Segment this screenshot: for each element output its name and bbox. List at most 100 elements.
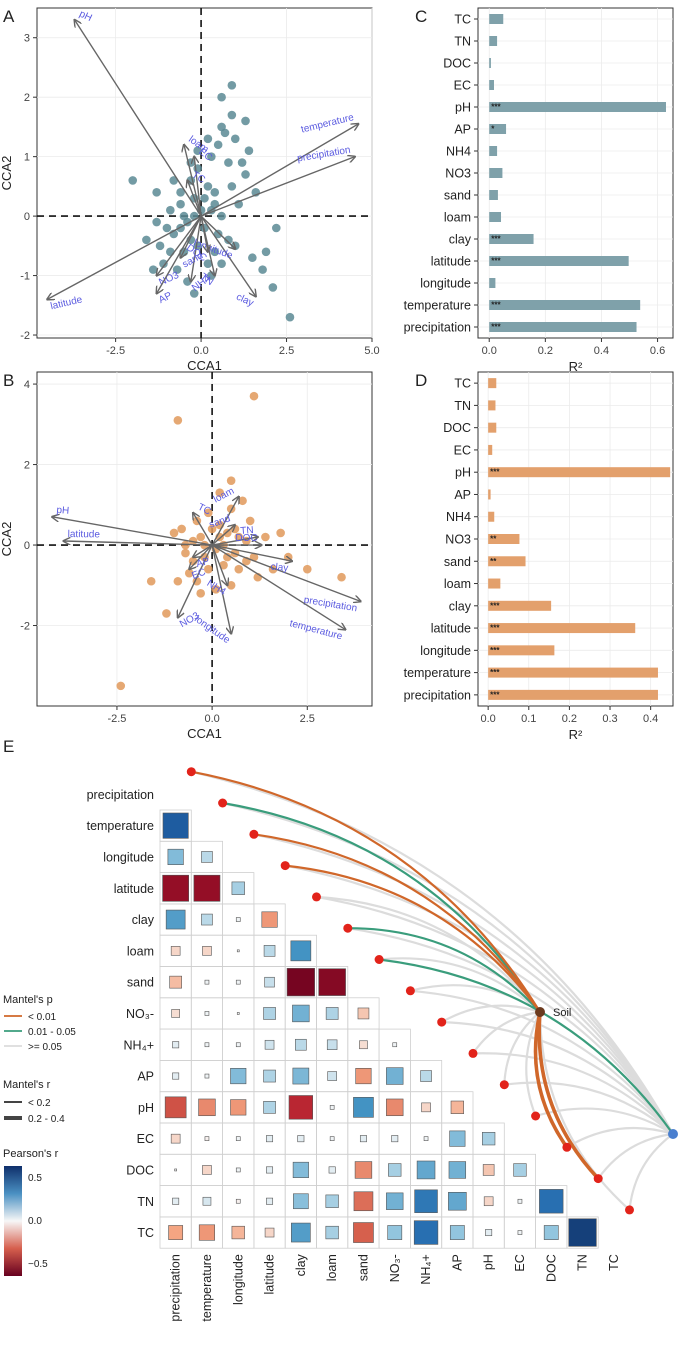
variable-dot	[468, 1048, 478, 1058]
category-label: pH	[455, 101, 471, 115]
correlation-square	[353, 1222, 374, 1243]
column-label: AP	[450, 1254, 464, 1271]
row-label: TC	[137, 1226, 154, 1240]
correlation-square	[325, 1194, 339, 1208]
env-arrow	[211, 497, 239, 546]
correlation-square	[359, 1040, 368, 1050]
mantel-link-soil	[538, 1010, 631, 1211]
category-label: TN	[454, 399, 471, 413]
sample-point	[230, 524, 240, 534]
sample-point	[184, 568, 194, 578]
correlation-square	[328, 1166, 336, 1174]
correlation-square	[264, 1227, 275, 1238]
sample-point	[189, 289, 199, 298]
correlation-square	[414, 1189, 438, 1213]
row-label: sand	[127, 976, 154, 990]
env-arrow	[157, 215, 202, 293]
significance-label: ***	[490, 646, 500, 655]
correlation-square	[357, 1007, 370, 1020]
bar	[488, 444, 493, 455]
x-tick-label: 0.0	[204, 713, 219, 725]
correlation-square	[413, 1220, 439, 1245]
legend-title-mantel-r: Mantel's r	[3, 1079, 51, 1091]
correlation-square	[295, 1038, 307, 1051]
y-tick-label: 2	[24, 460, 30, 472]
correlation-square	[483, 1196, 494, 1207]
variable-dot	[374, 955, 384, 964]
sample-point	[203, 259, 213, 268]
row-label: loam	[127, 944, 154, 958]
mantel-link-soil	[190, 770, 542, 1014]
x-tick-label: 0.6	[650, 345, 665, 357]
legend-item: >= 0.05	[28, 1042, 62, 1053]
env-arrow	[200, 157, 355, 217]
sample-point	[234, 532, 244, 542]
correlation-square	[448, 1161, 467, 1179]
mantel-link-mps	[284, 864, 675, 1136]
sample-point	[162, 609, 171, 618]
y-tick-label: -1	[20, 271, 30, 283]
sample-point	[203, 134, 213, 144]
category-label: precipitation	[404, 688, 471, 702]
column-label: clay	[294, 1253, 308, 1276]
y-axis-title: CCA2	[0, 156, 14, 191]
correlation-square	[293, 1193, 309, 1210]
correlation-square	[325, 1225, 339, 1240]
arrow-label: latitude	[68, 529, 101, 540]
sample-point	[241, 170, 250, 179]
correlation-square	[204, 979, 210, 985]
legend-item: < 0.01	[28, 1012, 57, 1023]
sample-point	[226, 580, 236, 590]
mantel-link-mps	[315, 895, 675, 1136]
correlation-square	[386, 1192, 404, 1210]
sample-point	[176, 188, 185, 197]
sample-point	[172, 265, 182, 274]
category-label: TN	[454, 35, 471, 49]
env-arrow	[64, 541, 213, 546]
panel-label: E	[3, 737, 14, 756]
correlation-square	[290, 940, 312, 962]
env-arrow	[193, 544, 213, 557]
significance-label: ***	[491, 323, 501, 332]
sample-point	[162, 223, 172, 233]
correlation-square	[230, 1067, 247, 1085]
mantel-link-soil	[533, 1010, 569, 1150]
significance-label: *	[491, 125, 495, 134]
panel-label: C	[415, 7, 427, 26]
correlation-square	[235, 979, 241, 985]
x-tick-label: 2.5	[279, 345, 294, 357]
panel-d-bar-chart: D 0.0 0.1 0.2 0.3 0.4 TC TN DOC EC pH *** AP NH4 NO3 **…	[404, 371, 674, 742]
column-label: TN	[576, 1254, 590, 1271]
column-label: latitude	[263, 1254, 277, 1294]
row-label: clay	[132, 913, 155, 927]
correlation-square	[318, 968, 346, 996]
correlation-square	[170, 946, 181, 956]
correlation-square	[517, 1198, 523, 1204]
mantel-link-mps	[440, 1021, 675, 1136]
correlation-square	[264, 1039, 275, 1050]
env-arrow	[181, 215, 202, 258]
correlation-square	[392, 1042, 398, 1048]
env-arrow	[211, 544, 227, 585]
correlation-square	[353, 1097, 374, 1118]
env-arrow	[75, 20, 202, 217]
arrow-label: TC	[196, 502, 213, 518]
sample-point	[159, 259, 168, 268]
mantel-link-mps	[346, 927, 675, 1136]
env-arrow	[52, 517, 213, 546]
category-label: loam	[444, 577, 471, 591]
correlation-square	[169, 975, 182, 989]
row-label: precipitation	[87, 788, 154, 802]
significance-label: ***	[490, 624, 500, 633]
env-arrow	[178, 544, 213, 617]
category-label: DOC	[443, 421, 471, 435]
group-node-label: Soil	[553, 1007, 571, 1019]
column-label: EC	[513, 1254, 527, 1271]
correlation-square	[450, 1100, 464, 1114]
category-label: clay	[449, 599, 472, 613]
correlation-square	[386, 1098, 404, 1117]
significance-label: ***	[491, 235, 501, 244]
sample-point	[224, 158, 233, 167]
correlation-square	[292, 1067, 310, 1085]
